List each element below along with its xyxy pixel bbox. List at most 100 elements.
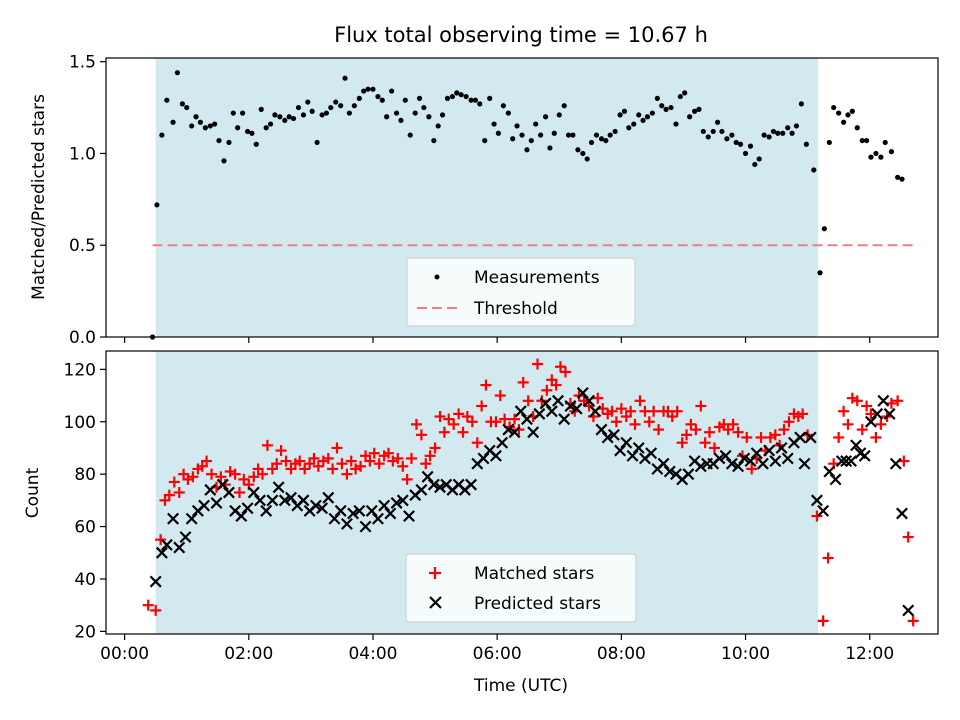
matched-star-point xyxy=(466,416,478,428)
legend-label-matched: Matched stars xyxy=(474,564,594,584)
predicted-star-point xyxy=(465,478,478,491)
matched-star-point xyxy=(238,473,250,485)
matched-star-point xyxy=(671,405,683,417)
measurement-point xyxy=(775,130,781,136)
predicted-star-point xyxy=(775,441,788,454)
matched-star-point xyxy=(541,384,553,396)
predicted-star-point xyxy=(871,407,884,420)
measurement-point xyxy=(677,93,683,100)
measurement-point xyxy=(272,112,278,118)
matched-star-point xyxy=(271,458,283,470)
predicted-star-point xyxy=(840,455,853,468)
measurement-point xyxy=(575,147,581,153)
predicted-star-point xyxy=(558,413,571,426)
matched-star-point xyxy=(690,424,702,436)
matched-star-point xyxy=(833,431,845,443)
matched-star-point xyxy=(727,418,739,430)
predicted-star-point xyxy=(620,436,633,449)
predicted-star-point xyxy=(247,486,260,499)
matched-star-point xyxy=(513,424,525,436)
y-axis-label-bottom: Count xyxy=(23,467,43,518)
measurement-point xyxy=(491,121,497,127)
measurement-point xyxy=(216,137,222,144)
matched-star-point xyxy=(168,476,180,488)
predicted-star-point xyxy=(539,397,552,410)
measurement-point xyxy=(737,141,744,147)
measurement-point xyxy=(253,141,259,147)
measurement-point xyxy=(458,92,464,98)
predicted-star-point xyxy=(570,402,583,415)
measurement-point xyxy=(598,136,605,142)
matched-star-point xyxy=(902,531,914,543)
y-tick-label: 1.5 xyxy=(69,53,96,73)
matched-star-point xyxy=(583,400,595,412)
measurement-point xyxy=(640,117,646,124)
measurement-point xyxy=(593,132,600,138)
measurement-point xyxy=(495,130,502,136)
measurement-point xyxy=(426,114,432,120)
measurement-point xyxy=(393,110,400,116)
matched-star-point xyxy=(898,455,910,467)
measurement-points xyxy=(149,70,905,340)
measurement-point xyxy=(174,70,181,76)
predicted-star-point xyxy=(477,452,490,465)
matched-star-point xyxy=(865,408,877,420)
matched-star-point xyxy=(206,468,218,480)
measurement-point xyxy=(845,112,851,118)
measurement-point xyxy=(295,104,302,111)
predicted-star-point xyxy=(340,517,353,530)
predicted-star-point xyxy=(725,457,738,470)
matched-star-point xyxy=(443,413,455,425)
measurement-point xyxy=(389,88,395,94)
y-tick-label: 0.5 xyxy=(69,236,96,256)
measurement-point xyxy=(333,99,339,105)
predicted-star-point xyxy=(222,486,235,499)
predicted-star-point xyxy=(241,502,254,515)
measurement-point xyxy=(230,110,236,116)
measurement-point xyxy=(305,99,311,105)
y-tick-label: 100 xyxy=(64,413,96,433)
measurement-point xyxy=(580,150,586,157)
measurement-point xyxy=(607,132,613,138)
x-ticks-top xyxy=(124,337,871,343)
measurement-point xyxy=(439,112,446,118)
matched-star-point xyxy=(448,418,460,430)
measurement-point xyxy=(402,97,408,103)
predicted-star-point xyxy=(198,499,211,512)
measurement-point xyxy=(547,145,553,151)
measurement-point xyxy=(798,101,805,107)
x-ticks-bottom: 00:00 02:00 04:00 06:00 08:00 10:00 12:00 xyxy=(100,634,894,664)
predicted-star-point xyxy=(552,394,564,407)
measurement-point xyxy=(472,97,479,103)
matched-star-point xyxy=(907,615,919,627)
measurement-point xyxy=(899,176,905,182)
matched-star-point xyxy=(885,397,897,409)
measurement-point xyxy=(811,167,817,173)
measurement-point xyxy=(603,137,609,144)
measurement-point xyxy=(551,130,557,136)
measurement-point xyxy=(244,128,251,135)
matched-star-point xyxy=(457,426,469,438)
matched-star-point xyxy=(308,452,320,464)
measurement-point xyxy=(888,149,895,155)
matched-star-point xyxy=(634,395,646,407)
measurement-point xyxy=(375,93,381,100)
measurement-point xyxy=(477,101,483,107)
predicted-star-point xyxy=(877,394,890,407)
matched-star-point xyxy=(648,405,660,417)
predicted-star-point xyxy=(589,405,602,418)
measurement-point xyxy=(184,104,190,111)
measurement-point xyxy=(239,110,246,116)
x-tick-label: 10:00 xyxy=(721,644,770,664)
measurement-point xyxy=(766,134,772,140)
matched-star-point xyxy=(275,445,287,457)
measurement-point xyxy=(226,139,232,146)
predicted-star-point xyxy=(744,455,757,468)
predicted-star-point xyxy=(657,457,670,470)
predicted-star-point xyxy=(798,457,811,470)
matched-star-point xyxy=(817,615,829,627)
measurement-point xyxy=(868,154,874,160)
matched-star-point xyxy=(870,431,882,443)
predicted-star-point xyxy=(750,447,763,460)
